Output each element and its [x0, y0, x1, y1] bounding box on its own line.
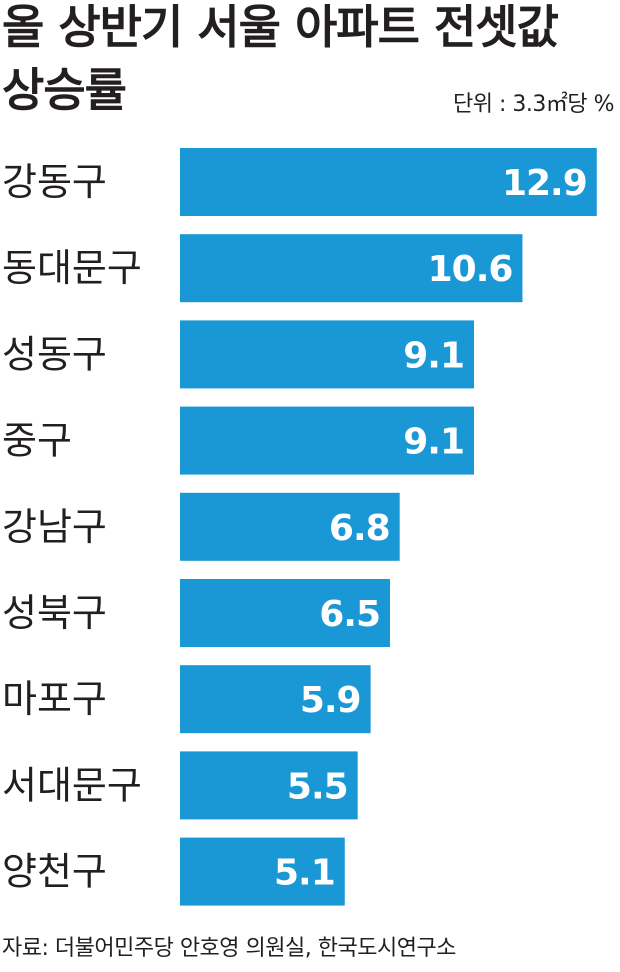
bar: [180, 751, 358, 820]
category-label: 성북구: [2, 591, 107, 635]
bar: [180, 665, 371, 734]
value-label: 6.8: [329, 508, 390, 549]
category-label: 중구: [2, 419, 72, 463]
bar: [180, 148, 597, 216]
source-note: 자료: 더불어민주당 안호영 의원실, 한국도시연구소: [2, 936, 456, 961]
value-label: 5.5: [287, 766, 348, 807]
bar: [180, 579, 390, 647]
chart-title-line1: 올 상반기 서울 아파트 전셋값: [2, 0, 559, 54]
category-label: 강동구: [2, 160, 107, 204]
value-label: 5.9: [300, 680, 361, 721]
value-label: 5.1: [274, 853, 335, 894]
category-label: 성동구: [2, 332, 107, 376]
value-label: 9.1: [403, 422, 464, 463]
value-label: 12.9: [502, 163, 587, 204]
category-label: 동대문구: [2, 246, 142, 290]
category-label: 서대문구: [2, 763, 142, 807]
value-label: 9.1: [403, 335, 464, 376]
category-label: 양천구: [2, 850, 107, 894]
value-label: 6.5: [319, 594, 380, 635]
chart-title-line2: 상승률: [2, 63, 127, 117]
category-label: 마포구: [2, 677, 107, 721]
bar: [180, 406, 474, 475]
bar: [180, 320, 474, 389]
unit-label: 단위 : 3.3㎡당 %: [452, 92, 615, 117]
bar: [180, 492, 400, 561]
bar: [180, 837, 345, 906]
value-label: 10.6: [428, 249, 513, 290]
bar-chart: 강동구 12.9 동대문구 10.6 성동구 9.1 중구 9.1 강남구 6.8 성북구 6.5 마포…: [2, 148, 597, 906]
bar: [180, 234, 523, 303]
category-label: 강남구: [2, 505, 107, 549]
